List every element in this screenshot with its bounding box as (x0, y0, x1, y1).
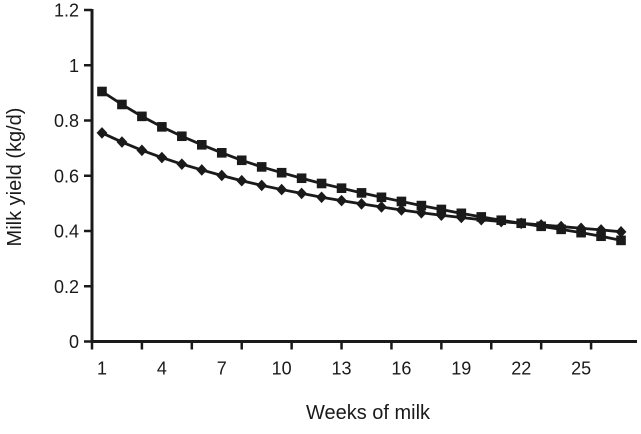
x-tick-label: 16 (391, 359, 411, 379)
square-marker (216, 148, 227, 158)
diamond-marker (236, 174, 248, 187)
diamond-marker (196, 164, 208, 176)
diamond-marker (156, 151, 168, 164)
series-squares-markers (97, 86, 626, 246)
diamond-marker (356, 198, 367, 210)
series-diamonds-markers (96, 127, 627, 238)
diamond-marker (216, 169, 228, 182)
diamond-marker (615, 226, 627, 238)
square-marker (177, 131, 187, 142)
x-tick-label: 19 (451, 359, 471, 379)
square-marker (436, 204, 447, 215)
x-tick-label: 13 (332, 359, 352, 379)
square-marker (137, 111, 147, 122)
x-tick-label: 22 (511, 359, 531, 379)
y-tick-label: 0 (69, 332, 79, 352)
square-marker (316, 178, 327, 189)
square-marker (376, 192, 387, 203)
x-tick-label: 1 (97, 359, 107, 379)
y-tick-label: 0.2 (54, 277, 79, 297)
square-marker (276, 167, 287, 178)
square-marker (396, 196, 407, 207)
x-tick-label: 4 (157, 359, 167, 379)
diamond-marker (595, 224, 607, 236)
diamond-marker (336, 194, 347, 207)
y-tick-label: 1.2 (54, 1, 79, 21)
diamond-marker (415, 206, 427, 219)
chart-plot-area: 0 0.2 0.4 0.6 0.8 1 1.2 1 4 7 10 13 16 19 22 25 (54, 1, 637, 379)
x-axis-title: Weeks of milk (306, 402, 431, 424)
y-tick-label: 1 (69, 56, 79, 76)
y-tick-label: 0.4 (54, 222, 79, 242)
diamond-marker (116, 136, 128, 148)
square-marker (596, 231, 606, 242)
square-marker (256, 162, 267, 172)
x-tick-label: 25 (571, 359, 591, 379)
y-axis-title: Milk yield (kg/d) (4, 108, 26, 247)
square-marker (616, 235, 626, 246)
diamond-marker (455, 211, 467, 224)
y-tick-label: 0.8 (54, 111, 79, 131)
y-tick-label: 0.6 (54, 166, 79, 186)
diamond-marker (276, 183, 288, 196)
diamond-marker (396, 204, 407, 216)
diamond-marker (555, 220, 567, 233)
diamond-marker (495, 215, 507, 228)
series-diamonds-line (101, 131, 622, 234)
square-marker (196, 140, 207, 150)
diamond-marker (96, 127, 108, 139)
diamond-marker (296, 187, 308, 200)
square-marker (97, 86, 107, 97)
square-marker (157, 122, 167, 132)
diamond-marker (376, 201, 387, 213)
square-marker (296, 173, 307, 184)
diamond-marker (575, 222, 587, 235)
x-tick-label: 10 (272, 359, 292, 379)
diamond-marker (475, 213, 487, 226)
diamond-marker (535, 219, 547, 231)
diamond-marker (176, 158, 188, 170)
diamond-marker (256, 179, 268, 192)
square-marker (416, 200, 427, 211)
square-marker (356, 188, 367, 198)
square-marker (336, 183, 347, 193)
square-marker (236, 155, 247, 166)
x-tick-label: 7 (217, 359, 227, 379)
diamond-marker (435, 209, 447, 222)
diamond-marker (136, 144, 148, 157)
diamond-marker (515, 217, 527, 230)
square-marker (117, 99, 127, 110)
diamond-marker (316, 191, 327, 204)
